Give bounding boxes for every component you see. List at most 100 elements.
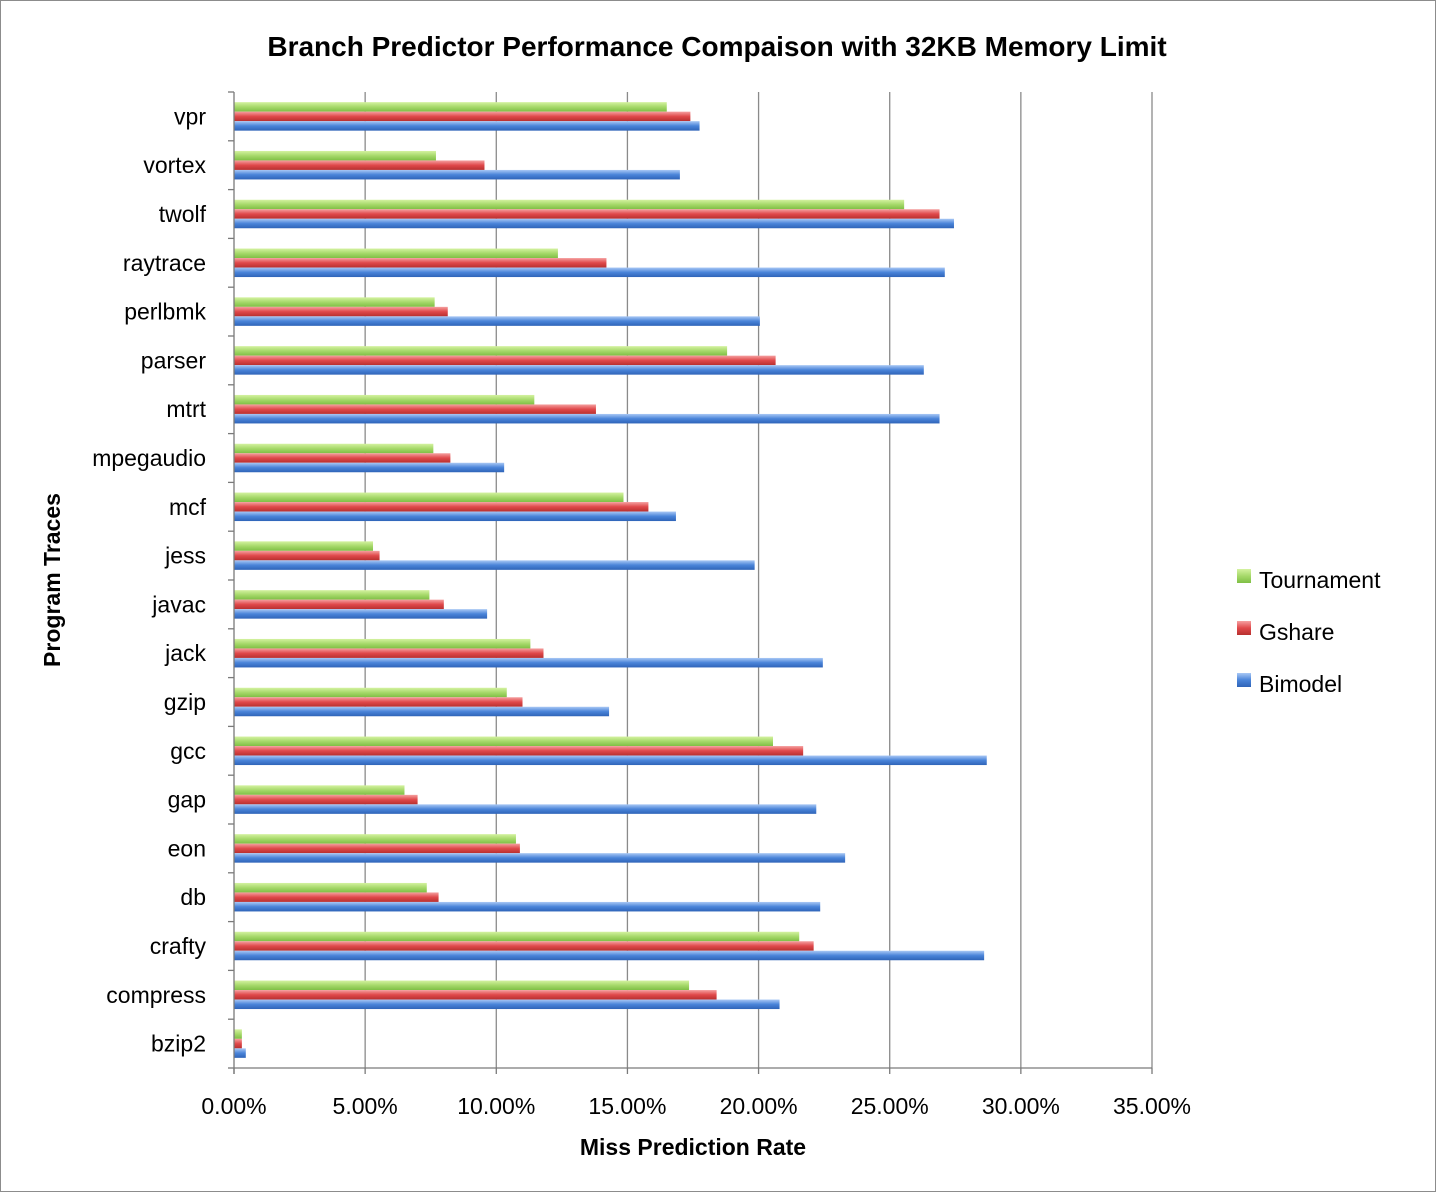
bar-mpegaudio-tournament [234,443,434,454]
bar-gap-gshare [234,794,418,805]
bar-twolf-gshare [234,209,940,219]
bar-vpr-tournament [234,102,667,112]
x-tick-label: 30.00% [982,1093,1060,1119]
category-label: crafty [150,933,207,959]
category-label: mpegaudio [92,445,206,471]
gridlines [364,92,1153,1068]
x-tick-labels: 0.00% 5.00% 10.00% 15.00% 20.00% 25.00% 30.00%… [201,1093,1191,1119]
x-tick-label: 5.00% [333,1093,398,1119]
bar-raytrace-tournament [234,248,558,259]
bar-gzip-gshare [234,697,523,707]
bar-jack-bimodel [234,657,823,668]
bar-raytrace-bimodel [234,267,945,278]
bar-vpr-gshare [234,111,691,122]
bar-mcf-gshare [234,502,649,512]
bar-gzip-bimodel [234,706,610,717]
bar-eon-gshare [234,843,520,854]
x-axis-title: Miss Prediction Rate [580,1134,806,1160]
bar-bzip2-gshare [234,1038,242,1049]
bar-crafty-gshare [234,941,814,951]
category-labels: vpr vortex twolf raytrace perlbmk parser mtrt m… [92,103,206,1056]
bar-vpr-bimodel [234,121,700,131]
bar-perlbmk-tournament [234,297,435,307]
bar-compress-gshare [234,990,717,1000]
category-label: db [180,884,206,910]
x-tick-label: 25.00% [851,1093,929,1119]
legend: Tournament Gshare Bimodel [1237,567,1381,697]
bar-compress-tournament [234,980,690,991]
bar-jess-gshare [234,550,380,561]
legend-swatch-bimodel [1237,673,1251,687]
bar-vortex-tournament [234,150,436,161]
axes [228,91,1153,1074]
x-tick-label: 0.00% [201,1093,266,1119]
bar-mtrt-bimodel [234,413,940,424]
bar-mtrt-gshare [234,404,596,414]
bar-gcc-tournament [234,736,773,747]
x-tick-label: 10.00% [457,1093,535,1119]
bar-mcf-bimodel [234,511,676,522]
category-label: mcf [169,494,207,520]
bar-db-bimodel [234,901,821,912]
bar-jack-tournament [234,638,531,649]
bar-gcc-bimodel [234,755,987,766]
bar-gcc-gshare [234,746,804,756]
bar-twolf-tournament [234,199,905,210]
bar-parser-gshare [234,355,776,366]
x-tick-label: 35.00% [1113,1093,1191,1119]
bar-db-gshare [234,892,439,902]
bar-perlbmk-bimodel [234,316,760,326]
bar-parser-tournament [234,346,728,356]
category-label: parser [141,347,207,373]
category-label: perlbmk [124,299,206,325]
bar-javac-tournament [234,590,430,600]
category-label: jess [164,543,206,569]
bar-crafty-bimodel [234,950,985,961]
category-label: raytrace [123,250,206,276]
bar-mpegaudio-bimodel [234,462,505,473]
bar-jess-tournament [234,541,374,551]
legend-swatch-gshare [1237,621,1251,635]
legend-label-gshare: Gshare [1259,619,1334,645]
bar-eon-bimodel [234,853,846,863]
x-tick-label: 20.00% [720,1093,798,1119]
bar-jack-gshare [234,648,544,658]
category-label: jack [164,640,206,666]
bar-eon-tournament [234,834,516,844]
category-label: vortex [143,152,206,178]
bar-perlbmk-gshare [234,306,448,317]
bar-gap-tournament [234,785,405,795]
x-tick-label: 15.00% [588,1093,666,1119]
bars [234,102,987,1058]
bar-mtrt-tournament [234,394,535,405]
bar-raytrace-gshare [234,258,607,268]
category-label: compress [106,982,206,1008]
bar-db-tournament [234,882,427,893]
legend-swatch-tournament [1237,569,1251,583]
bar-vortex-gshare [234,160,485,170]
legend-label-bimodel: Bimodel [1259,671,1342,697]
category-label: twolf [159,201,207,227]
category-label: gap [168,787,206,813]
bar-mpegaudio-gshare [234,453,451,463]
bar-compress-bimodel [234,999,780,1010]
bar-crafty-tournament [234,931,800,942]
bar-mcf-tournament [234,492,624,503]
bar-bzip2-tournament [234,1029,242,1039]
category-label: gzip [164,689,206,715]
bar-javac-gshare [234,599,444,610]
bar-javac-bimodel [234,609,488,619]
category-label: bzip2 [151,1031,206,1057]
category-label: javac [151,591,206,617]
category-label: eon [168,835,206,861]
chart-title: Branch Predictor Performance Compaison w… [267,31,1166,62]
bar-parser-bimodel [234,365,924,375]
category-label: vpr [174,103,206,129]
bar-gzip-tournament [234,687,507,698]
bar-vortex-bimodel [234,169,680,180]
category-label: mtrt [166,396,206,422]
legend-label-tournament: Tournament [1259,567,1381,593]
category-label: gcc [170,738,206,764]
bar-jess-bimodel [234,560,755,570]
